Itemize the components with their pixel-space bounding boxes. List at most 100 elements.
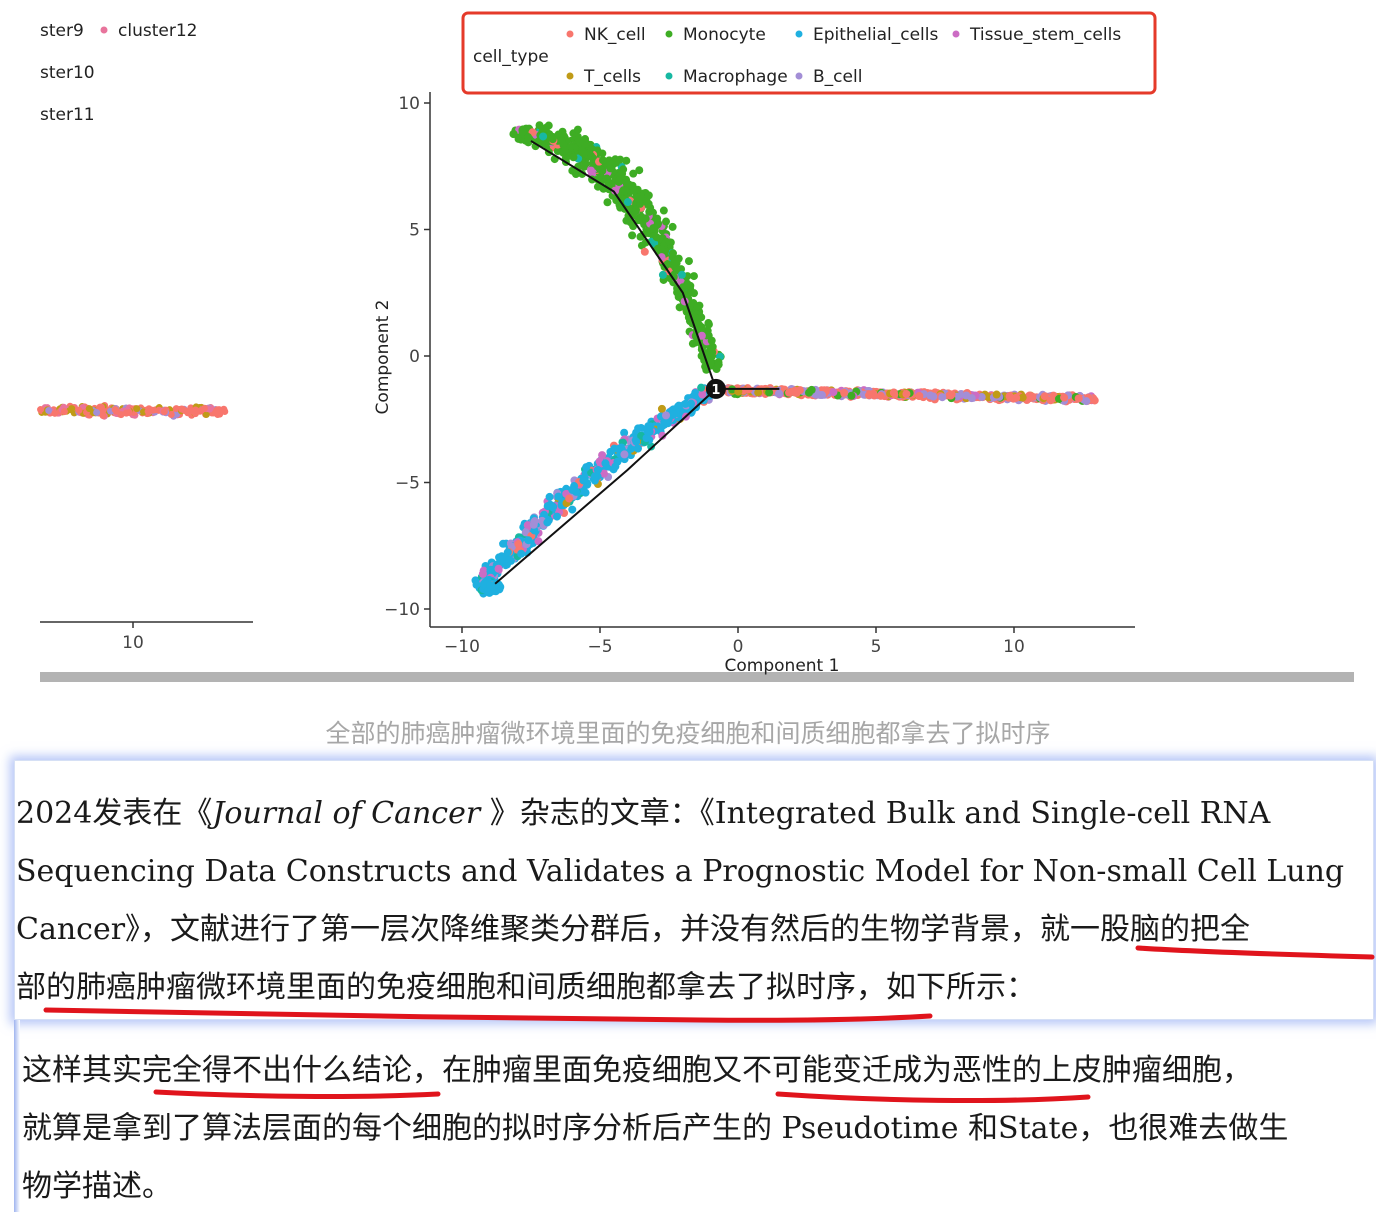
left-cell-point bbox=[125, 408, 133, 416]
cell-point bbox=[499, 539, 508, 548]
cell-point bbox=[509, 129, 518, 138]
cell-point bbox=[658, 270, 667, 279]
cell-point bbox=[581, 488, 590, 497]
cell-point bbox=[1005, 392, 1014, 401]
trajectory-edge bbox=[530, 140, 717, 390]
left-cell-point bbox=[51, 409, 59, 417]
figure-caption: 全部的肺癌肿瘤微环境里面的免疫细胞和间质细胞都拿去了拟时序 bbox=[325, 719, 1051, 748]
cell-point bbox=[691, 388, 700, 397]
cell-point bbox=[539, 132, 548, 141]
cell-point bbox=[690, 289, 699, 298]
cell-point bbox=[614, 444, 623, 453]
cell-point bbox=[708, 352, 717, 361]
cell-point bbox=[620, 428, 629, 437]
cell-point bbox=[1046, 396, 1055, 405]
left-legend-item: ster9 bbox=[40, 21, 84, 41]
cell-point bbox=[647, 442, 656, 451]
cell-point bbox=[765, 388, 774, 397]
cell-point bbox=[653, 220, 662, 229]
cell-point bbox=[524, 536, 533, 545]
trajectory-chart: ster9 cluster12 ster10 ster11 10 cell_ty… bbox=[37, 11, 1157, 676]
cell-point bbox=[697, 383, 706, 392]
plot-axes: −10 −10 −5 −5 0 0 5 5 10 10 bbox=[384, 92, 1135, 657]
cell-point bbox=[633, 193, 642, 202]
left-panel: ster9 cluster12 ster10 ster11 10 bbox=[37, 21, 253, 653]
cell-point bbox=[600, 469, 609, 478]
left-cell-point bbox=[200, 405, 208, 413]
legend-swatch bbox=[665, 30, 673, 38]
cell-point bbox=[545, 492, 554, 501]
cell-point bbox=[530, 517, 539, 526]
cell-point bbox=[614, 177, 623, 186]
legend-label: Tissue_stem_cells bbox=[969, 25, 1121, 45]
cell-point bbox=[593, 465, 602, 474]
cell-point bbox=[568, 485, 577, 494]
cell-point bbox=[646, 422, 655, 431]
cell-point bbox=[472, 580, 481, 589]
cell-point bbox=[580, 162, 589, 171]
cell-point bbox=[865, 391, 874, 400]
left-cell-point bbox=[75, 406, 83, 414]
figure-scrollbar bbox=[40, 672, 1354, 682]
cell-point bbox=[662, 411, 671, 420]
y-tick-label: −5 bbox=[395, 474, 420, 494]
left-cell-point bbox=[144, 407, 152, 415]
cell-point bbox=[622, 156, 631, 165]
cell-point bbox=[598, 166, 607, 175]
cell-point bbox=[598, 451, 607, 460]
cell-point bbox=[642, 434, 651, 443]
cell-point bbox=[683, 279, 692, 288]
cell-point bbox=[590, 472, 599, 481]
cell-point bbox=[632, 205, 641, 214]
quote-line-1-suffix: 》杂志的文章：《Integrated Bulk and Single-cell … bbox=[480, 796, 1271, 831]
left-cell-point bbox=[93, 408, 101, 416]
cell-point bbox=[926, 391, 935, 400]
cell-point bbox=[534, 537, 543, 546]
cell-point bbox=[847, 391, 856, 400]
cell-point bbox=[1028, 392, 1037, 401]
cell-points bbox=[471, 121, 1099, 598]
quote-line-4: 部的肺癌肿瘤微环境里面的免疫细胞和间质细胞都拿去了拟时序，如下所示： bbox=[16, 970, 1036, 1005]
cell-point bbox=[795, 386, 804, 395]
chart-legend: cell_type NK_cell Monocyte Epithelial_cell… bbox=[461, 11, 1157, 95]
cell-point bbox=[611, 158, 620, 167]
cell-point bbox=[967, 394, 976, 403]
y-tick-label: 5 bbox=[409, 221, 420, 241]
cell-point bbox=[593, 182, 602, 191]
x-tick-label: 10 bbox=[1003, 637, 1025, 657]
cell-point bbox=[587, 166, 596, 175]
legend-label: T_cells bbox=[583, 67, 641, 87]
cell-point bbox=[691, 338, 700, 347]
left-cell-point bbox=[212, 408, 220, 416]
left-cell-point bbox=[60, 408, 68, 416]
cell-point bbox=[620, 450, 629, 459]
left-cell-point bbox=[68, 405, 76, 413]
legend-title: cell_type bbox=[473, 47, 549, 67]
cell-point bbox=[675, 303, 684, 312]
left-cell-point bbox=[112, 407, 120, 415]
cell-point bbox=[548, 135, 557, 144]
left-cell-point bbox=[160, 408, 168, 416]
left-legend-item: ster10 bbox=[40, 63, 95, 83]
cell-point bbox=[543, 518, 552, 527]
cell-point bbox=[938, 393, 947, 402]
cell-point bbox=[644, 191, 653, 200]
cell-point bbox=[573, 125, 582, 134]
cell-point bbox=[707, 336, 716, 345]
quote-line-3: Cancer》，文献进行了第一层次降维聚类分群后，并没有然后的生物学背景，就一股… bbox=[16, 912, 1251, 947]
cell-point bbox=[681, 399, 690, 408]
legend-swatch bbox=[795, 30, 803, 38]
cell-point bbox=[623, 198, 632, 207]
quote-line-1-prefix: 2024发表在《 bbox=[16, 796, 213, 831]
cell-point bbox=[569, 153, 578, 162]
cell-point bbox=[697, 331, 706, 340]
cell-point bbox=[1060, 393, 1069, 402]
cell-point bbox=[602, 174, 611, 183]
cell-point bbox=[578, 148, 587, 157]
cell-point bbox=[1040, 392, 1049, 401]
cell-point bbox=[479, 580, 488, 589]
y-tick-label: 10 bbox=[398, 94, 420, 114]
cell-point bbox=[497, 555, 506, 564]
cell-point bbox=[693, 302, 702, 311]
cell-point bbox=[549, 502, 558, 511]
